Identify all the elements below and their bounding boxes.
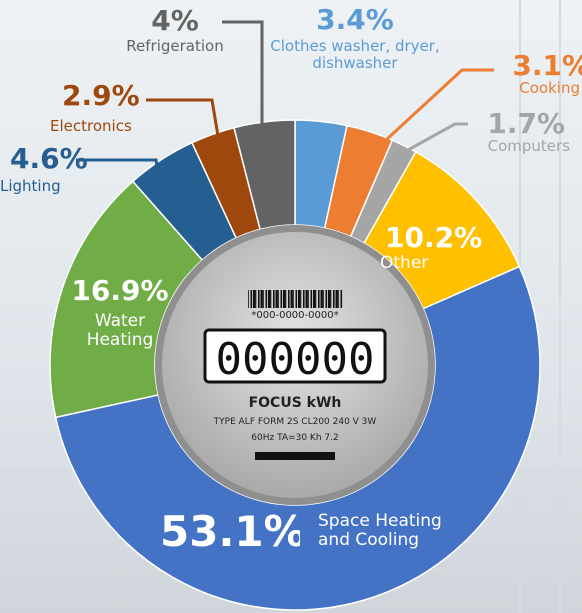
barcode-bar — [303, 290, 305, 308]
barcode-bar — [273, 290, 275, 308]
barcode-bar — [308, 290, 309, 308]
barcode-bar — [258, 290, 260, 308]
category-label: Electronics — [50, 118, 180, 135]
category-label: Water Heating — [65, 312, 175, 350]
barcode-bar — [256, 290, 257, 308]
barcode-bar — [311, 290, 313, 308]
category-label-box: Other — [380, 254, 460, 305]
value-label: 53.1% — [160, 508, 300, 555]
barcode-bar — [253, 290, 255, 308]
barcode-bar — [328, 290, 330, 308]
category-label: Computers — [450, 138, 570, 155]
barcode-bar — [341, 290, 343, 308]
value-label: 4% — [100, 5, 250, 36]
barcode-bar — [296, 290, 298, 308]
value-label: 16.9% — [65, 275, 175, 306]
chart: 000000 *000-0000-0000* FOCUS kWh TYPE AL… — [0, 0, 582, 613]
barcode-bar — [278, 290, 279, 308]
barcode-bar — [331, 290, 332, 308]
category-label: Lighting — [0, 178, 100, 195]
barcode-bar — [306, 290, 308, 308]
barcode-bar — [263, 290, 264, 308]
barcode-bar — [283, 290, 285, 308]
category-label-box: Electronics — [50, 118, 180, 163]
barcode-bar — [316, 290, 317, 308]
meter-brand: FOCUS kWh — [249, 395, 342, 411]
barcode-bar — [321, 290, 323, 308]
category-label-box: Computers — [450, 138, 570, 183]
barcode-bar — [248, 290, 249, 308]
value-label: 1.7% — [425, 108, 565, 139]
barcode-bar — [318, 290, 320, 308]
value-label: 3.4% — [270, 4, 440, 35]
value-label: 10.2% — [385, 222, 525, 253]
value-label: 3.1% — [450, 50, 582, 81]
category-label: Refrigeration — [100, 38, 250, 55]
barcode-bar — [336, 290, 338, 308]
category-label: Space Heating and Cooling — [318, 512, 468, 550]
category-label-box: Space Heating and Cooling — [318, 512, 468, 563]
barcode-bar — [323, 290, 324, 308]
barcode-bar — [338, 290, 339, 308]
barcode-bar — [301, 290, 302, 308]
barcode-bar — [261, 290, 263, 308]
barcode-bar — [271, 290, 272, 308]
category-label-box: Refrigeration — [100, 38, 250, 83]
barcode-bar — [313, 290, 315, 308]
barcode-bar — [251, 290, 253, 308]
barcode-bar — [326, 290, 328, 308]
barcode-bar — [298, 290, 300, 308]
meter-spec: TYPE ALF FORM 2S CL200 240 V 3W — [213, 417, 377, 427]
meter-serial: *000-0000-0000* — [251, 310, 338, 321]
barcode-bar — [281, 290, 283, 308]
meter-reading: 000000 — [216, 334, 375, 385]
category-label: Clothes washer, dryer, dishwasher — [270, 38, 440, 72]
meter-spec: 60Hz TA=30 Kh 7.2 — [251, 433, 338, 443]
barcode-bar — [333, 290, 335, 308]
barcode-bar — [293, 290, 294, 308]
small-barcode — [255, 452, 335, 460]
barcode-bar — [291, 290, 293, 308]
value-label-box: 53.1% — [160, 508, 300, 613]
barcode-bar — [288, 290, 290, 308]
category-label-box: Clothes washer, dryer, dishwasher — [270, 38, 440, 83]
barcode-bar — [268, 290, 270, 308]
barcode-bar — [276, 290, 278, 308]
category-label: Other — [380, 254, 460, 273]
barcode-bar — [266, 290, 268, 308]
category-label-box: Lighting — [0, 178, 100, 223]
category-label-box: Water Heating — [65, 312, 175, 363]
barcode-bar — [286, 290, 287, 308]
category-label: Cooking — [470, 80, 580, 97]
